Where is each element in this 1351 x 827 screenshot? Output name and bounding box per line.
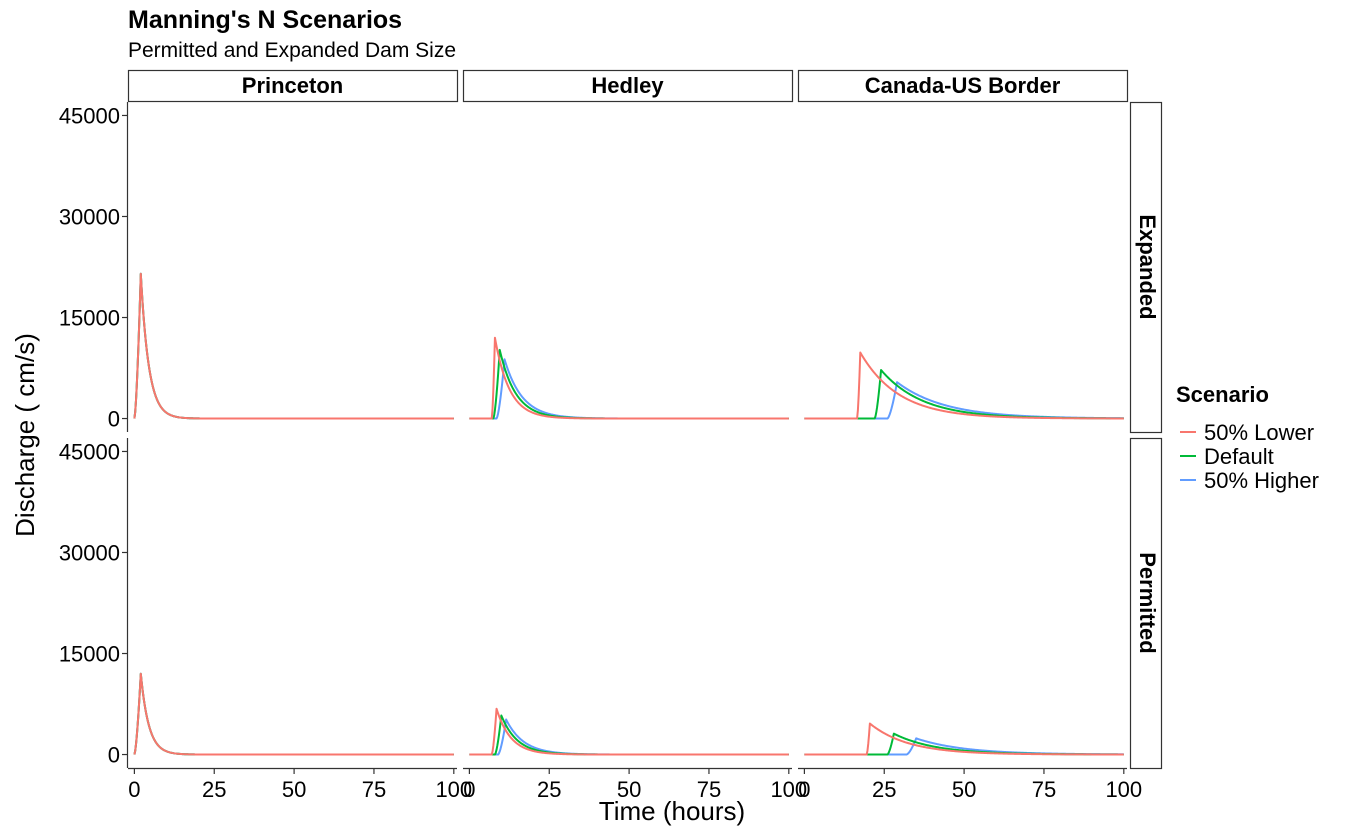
series-line-default xyxy=(133,672,455,756)
y-tick-label: 45000 xyxy=(59,439,120,464)
x-tick-label: 50 xyxy=(952,777,976,802)
chart-title: Manning's N Scenarios xyxy=(128,6,402,34)
x-tick-label: 75 xyxy=(1032,777,1056,802)
y-tick-label: 45000 xyxy=(59,103,120,128)
panels-layer: Princeton Hedley Canada-US Border Expanded P… xyxy=(127,69,1163,770)
y-tick-label: 30000 xyxy=(59,204,120,229)
x-tick-label: 75 xyxy=(362,777,386,802)
panel-permitted-canada-us-border xyxy=(804,722,1125,756)
series-line-default xyxy=(469,348,790,420)
x-tick-label: 50 xyxy=(282,777,306,802)
series-line-default xyxy=(133,272,455,420)
series-line-default xyxy=(804,369,1125,420)
strip-princeton xyxy=(127,69,459,103)
axes-layer: 0 15000 30000 45000 0 15000 30000 45000 0 25 50 75 1… xyxy=(59,102,1142,802)
x-tick-label: 100 xyxy=(770,777,807,802)
x-tick-label: 0 xyxy=(128,777,140,802)
strip-permitted xyxy=(1129,437,1163,770)
x-tick-label: 0 xyxy=(463,777,475,802)
panel-permitted-princeton xyxy=(133,672,455,756)
series-line-50-higher xyxy=(133,272,455,420)
x-tick-label: 100 xyxy=(435,777,472,802)
series-line-50-lower xyxy=(469,336,790,420)
strip-canada-us-border xyxy=(797,69,1129,103)
y-tick-label: 0 xyxy=(108,743,120,768)
panel-expanded-hedley xyxy=(469,336,790,420)
chart-subtitle: Permitted and Expanded Dam Size xyxy=(128,39,456,62)
legend-label-50-lower: 50% Lower xyxy=(1204,420,1314,445)
x-tick-label: 25 xyxy=(872,777,896,802)
series-line-50-lower xyxy=(133,272,455,420)
strip-label-canada-us-border: Canada-US Border xyxy=(865,73,1061,98)
strip-hedley xyxy=(462,69,794,103)
strip-label-expanded: Expanded xyxy=(1135,214,1160,319)
series-line-50-lower xyxy=(804,722,1125,756)
strip-label-permitted: Permitted xyxy=(1135,552,1160,653)
y-axis-title: Discharge ( cm/s) xyxy=(10,333,40,537)
y-tick-label: 15000 xyxy=(59,306,120,331)
series-line-50-lower xyxy=(804,351,1125,420)
x-tick-label: 25 xyxy=(537,777,561,802)
x-tick-label: 75 xyxy=(697,777,721,802)
panel-permitted-hedley xyxy=(469,707,790,756)
y-tick-label: 30000 xyxy=(59,540,120,565)
series-line-50-higher xyxy=(804,381,1125,420)
x-axis-title: Time (hours) xyxy=(599,796,745,826)
series-line-50-lower xyxy=(469,707,790,756)
legend-label-default: Default xyxy=(1204,444,1274,469)
panel-expanded-princeton xyxy=(133,272,455,420)
x-tick-label: 50 xyxy=(617,777,641,802)
strip-label-princeton: Princeton xyxy=(242,73,343,98)
panel-expanded-canada-us-border xyxy=(804,351,1125,420)
x-tick-label: 100 xyxy=(1105,777,1142,802)
series-line-50-higher xyxy=(469,718,790,756)
y-tick-label: 0 xyxy=(108,407,120,432)
strip-label-hedley: Hedley xyxy=(591,73,664,98)
legend-label-50-higher: 50% Higher xyxy=(1204,468,1319,493)
series-line-50-higher xyxy=(469,358,790,420)
x-tick-label: 25 xyxy=(202,777,226,802)
strip-expanded xyxy=(1129,101,1163,434)
series-line-50-higher xyxy=(133,672,455,756)
x-tick-label: 0 xyxy=(798,777,810,802)
series-line-50-lower xyxy=(133,672,455,756)
legend-title: Scenario xyxy=(1176,382,1269,407)
y-tick-label: 15000 xyxy=(59,642,120,667)
